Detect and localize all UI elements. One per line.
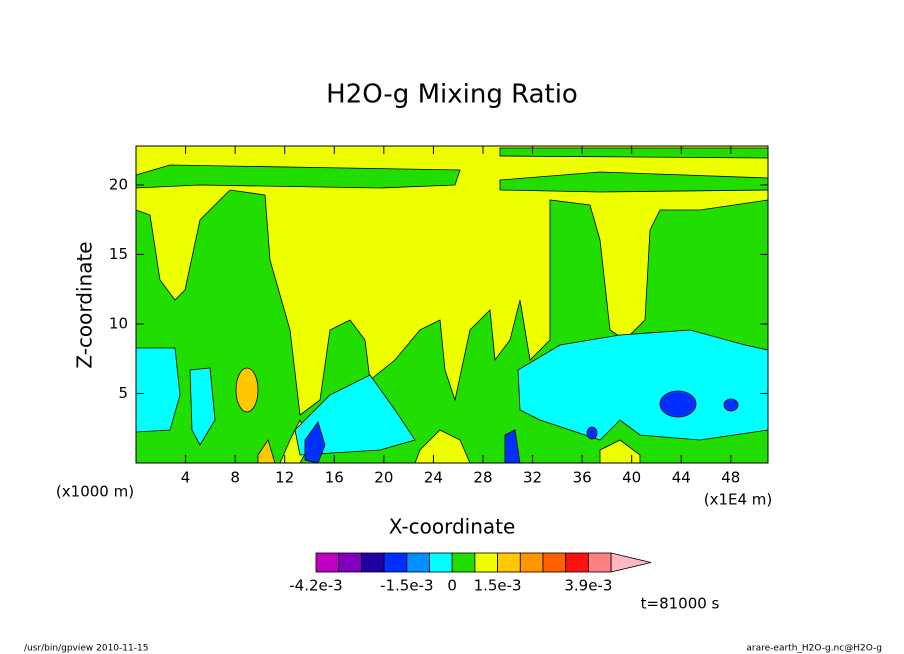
x-tick-label: 36: [573, 469, 592, 487]
colorbar-cell: [338, 552, 362, 573]
x-unit-note: (x1000 m): [56, 483, 134, 501]
y-tick-label: 20: [109, 175, 128, 193]
x-tick-label: 44: [672, 469, 691, 487]
colorbar-cell: [360, 552, 385, 573]
contour-region: [499, 147, 769, 159]
y-tick-label: 5: [118, 384, 128, 402]
y-axis-label: Z-coordinate: [73, 241, 97, 368]
colorbar-label: -4.2e-3: [289, 577, 342, 595]
colorbar-label: 0: [447, 577, 457, 595]
y-tick-label: 10: [109, 314, 128, 332]
x-tick-label: 16: [325, 469, 344, 487]
x-tick-label: 12: [275, 469, 294, 487]
x-tick-label: 28: [473, 469, 492, 487]
x-axis-label: X-coordinate: [389, 515, 516, 539]
time-label: t=81000 s: [641, 595, 720, 613]
x-tick-label: 4: [181, 469, 191, 487]
colorbar-extend: [610, 552, 652, 573]
colorbar-cell: [588, 552, 612, 573]
colorbar-cell: [565, 552, 589, 573]
contour-region: [659, 390, 697, 418]
colorbar-cell: [542, 552, 567, 573]
plot-frame: [135, 145, 769, 464]
colorbar-label: -1.5e-3: [380, 577, 433, 595]
contour-region: [723, 398, 739, 412]
colorbar-cell: [474, 552, 498, 573]
colorbar-cell: [519, 552, 544, 573]
contour-region: [599, 439, 641, 464]
colorbar-label: 1.5e-3: [474, 577, 522, 595]
colorbar-cell: [406, 552, 430, 573]
contour-region: [235, 367, 259, 413]
contour-region: [135, 347, 181, 433]
colorbar-cell: [497, 552, 521, 573]
x-tick-label: 8: [230, 469, 240, 487]
x-tick-label: 40: [622, 469, 641, 487]
chart-title: H2O-g Mixing Ratio: [326, 80, 578, 110]
footer-left: /usr/bin/gpview 2010-11-15: [24, 644, 148, 654]
colorbar-cell: [451, 552, 476, 573]
contour-region: [586, 426, 598, 440]
contour-region: [304, 421, 326, 464]
colorbar-cell: [429, 552, 453, 573]
colorbar-label: 3.9e-3: [564, 577, 612, 595]
contour-region: [414, 429, 471, 464]
x-tick-label: 32: [523, 469, 542, 487]
x-scale-note: (x1E4 m): [704, 491, 773, 509]
colorbar-cell: [315, 552, 340, 573]
x-tick-label: 48: [721, 469, 740, 487]
x-tick-label: 20: [374, 469, 393, 487]
contour-region: [189, 367, 216, 446]
contour-region: [135, 164, 461, 189]
y-tick-label: 15: [109, 245, 128, 263]
x-tick-label: 24: [424, 469, 443, 487]
footer-right: arare-earth_H2O-g.nc@H2O-g: [746, 644, 882, 654]
contour-region: [517, 329, 769, 441]
colorbar-cell: [383, 552, 408, 573]
